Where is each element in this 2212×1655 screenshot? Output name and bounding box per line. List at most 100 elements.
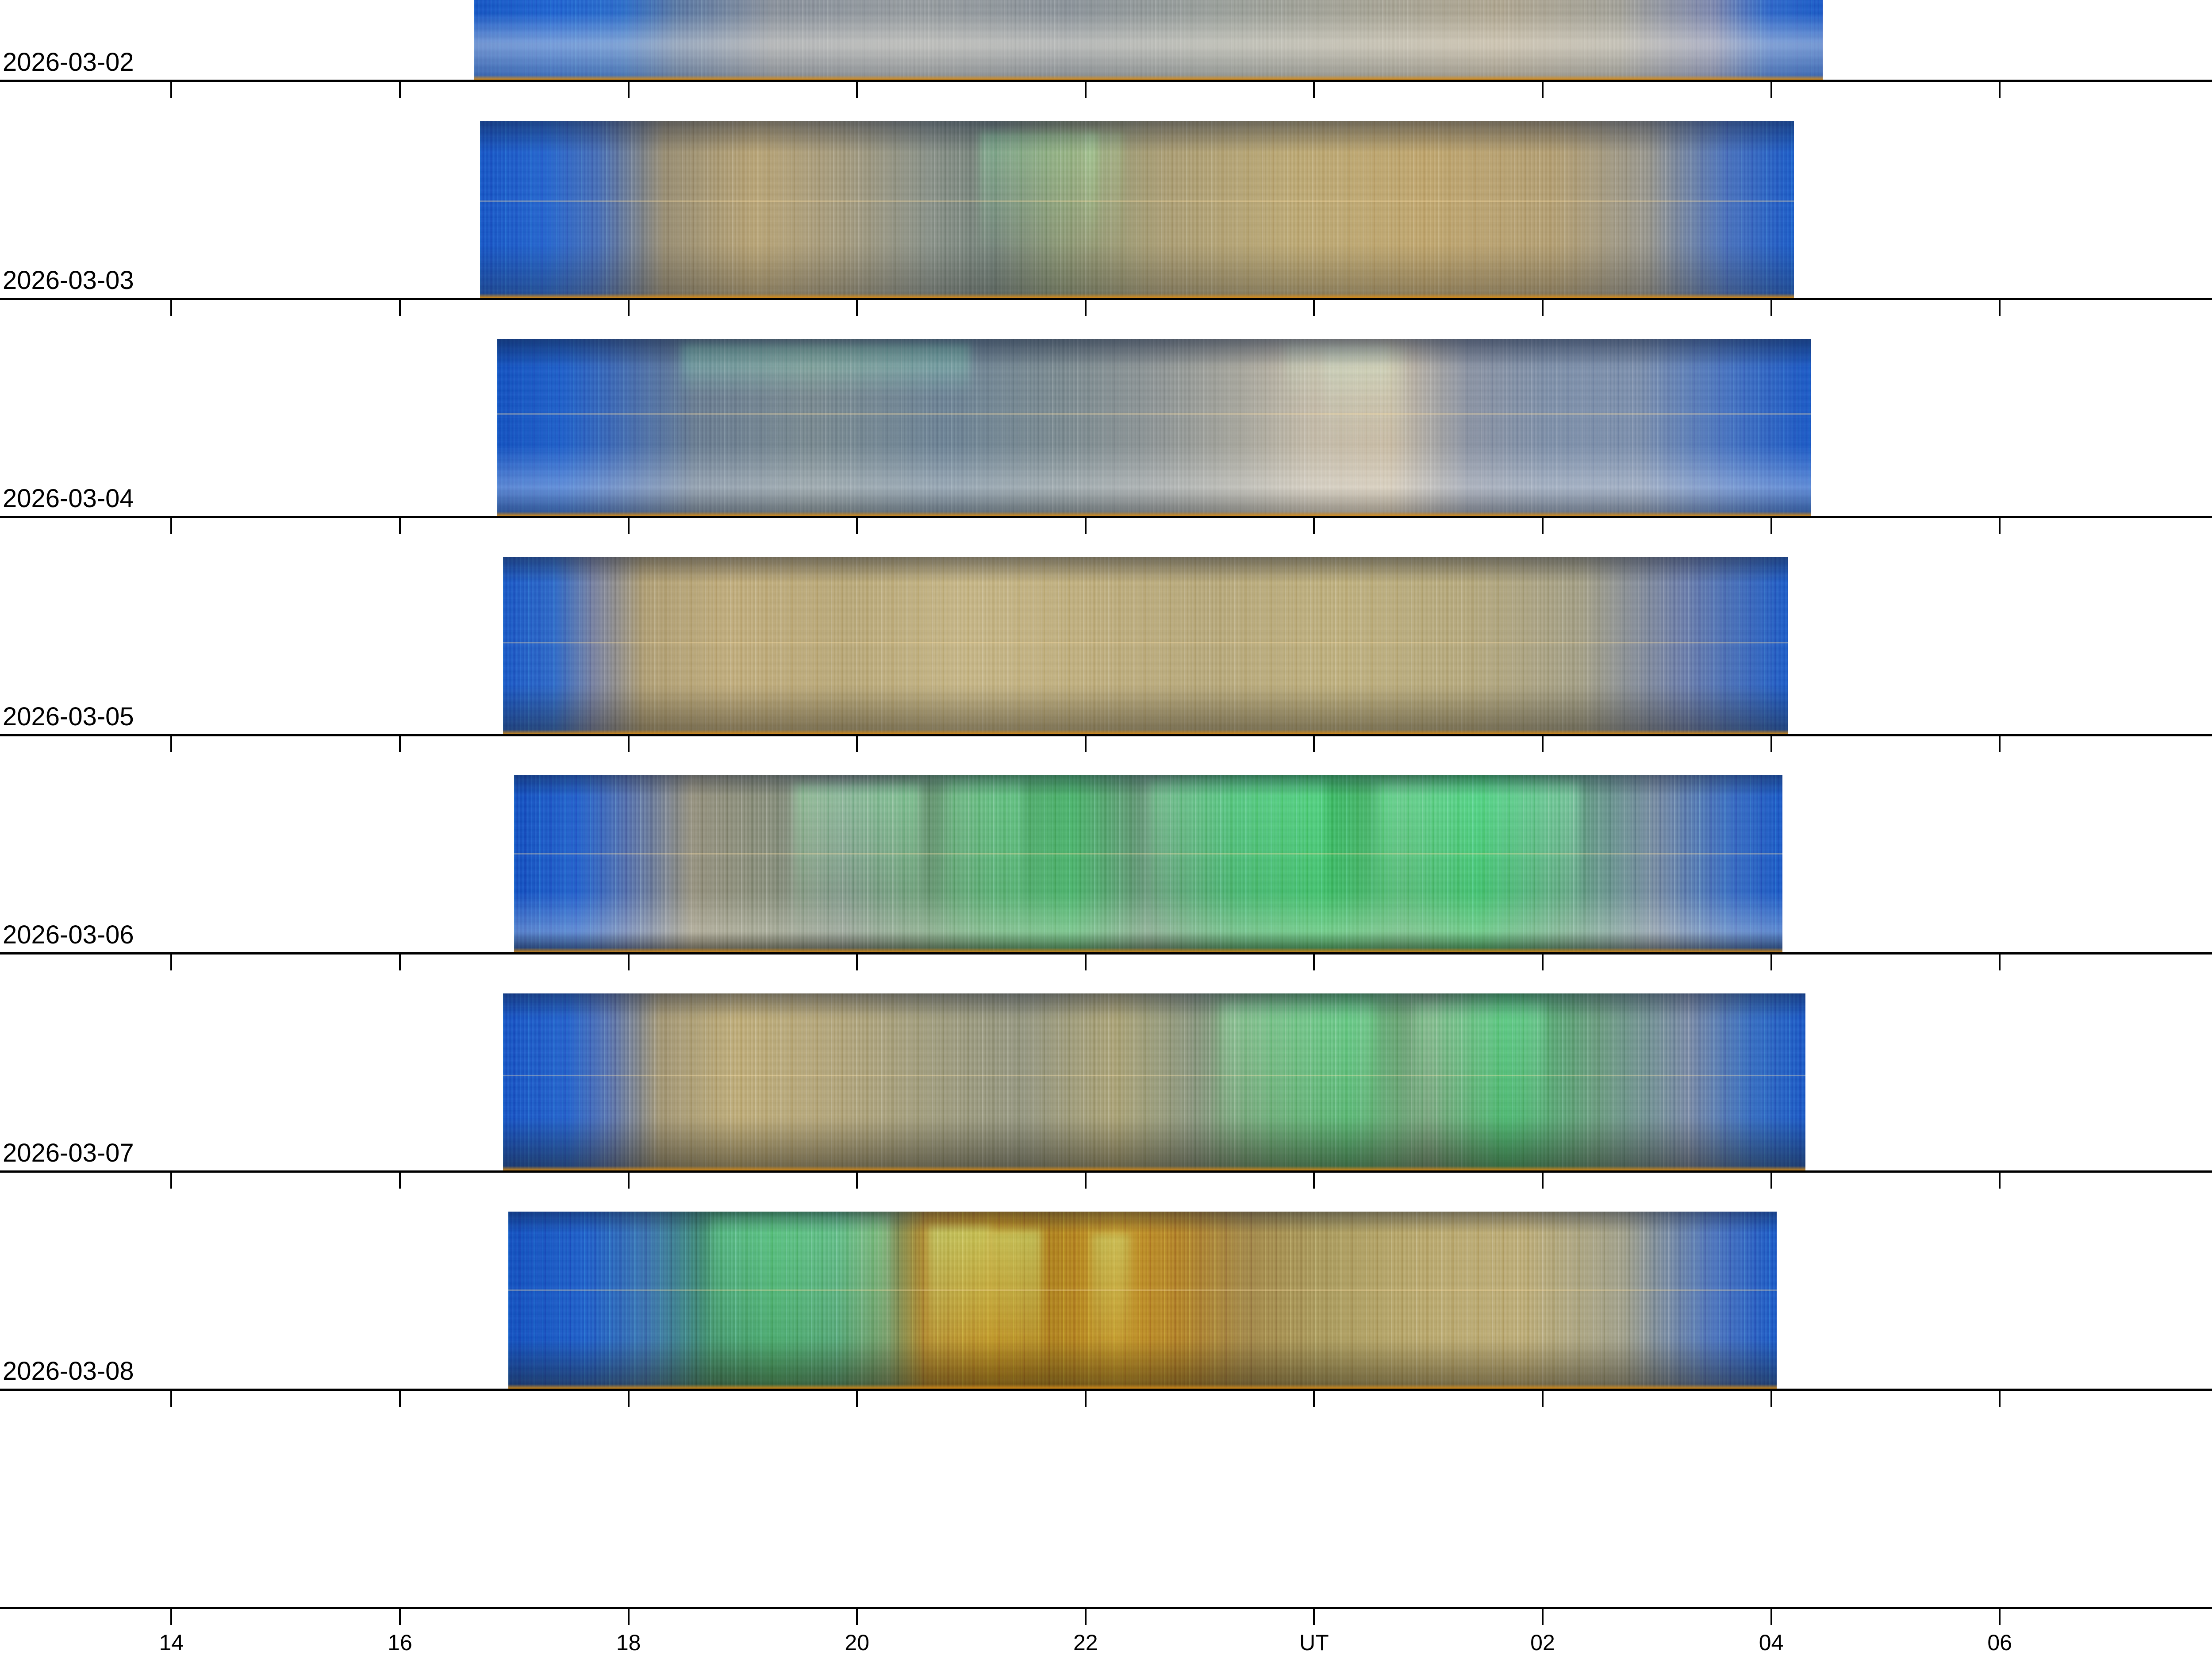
axis-tick [627, 82, 630, 98]
horizon-glow [480, 293, 1794, 298]
axis-tick [399, 1609, 401, 1625]
axis-tick [1541, 955, 1544, 970]
axis-tick [1084, 1173, 1087, 1189]
bottom-axis-line [0, 1607, 2212, 1609]
axis-tick [1770, 518, 1772, 534]
horizon-line [503, 642, 1789, 643]
axis-tick [1770, 82, 1772, 98]
axis-tick [1541, 82, 1544, 98]
keogram-strip [480, 121, 1794, 298]
axis-tick [1313, 1391, 1315, 1407]
axis-tick [399, 955, 401, 970]
aurora-band [927, 1226, 991, 1376]
horizon-line [508, 1289, 1777, 1291]
ray-texture-coarse [480, 121, 1794, 298]
axis-tick [856, 82, 858, 98]
axis-tick [627, 1173, 630, 1189]
horizon-glow [503, 1166, 1806, 1170]
axis-tick [170, 300, 173, 316]
axis-tick [1770, 1173, 1772, 1189]
axis-tick [170, 1609, 173, 1625]
axis-tick [627, 1391, 630, 1407]
axis-tick-label: 06 [1987, 1630, 2012, 1655]
axis-tick [1084, 82, 1087, 98]
axis-tick-label: 16 [388, 1630, 412, 1655]
row-date-left: 2026-03-04 [3, 484, 134, 513]
axis-tick [1313, 300, 1315, 316]
ray-texture [503, 557, 1789, 734]
axis-tick [627, 736, 630, 752]
axis-tick [399, 736, 401, 752]
axis-tick-label: 22 [1073, 1630, 1098, 1655]
axis-tick [399, 1391, 401, 1407]
aurora-band [711, 1215, 889, 1383]
axis-tick [399, 82, 401, 98]
row-date-left: 2026-03-08 [3, 1357, 134, 1386]
row-axis-line [0, 298, 2212, 300]
row-axis-line [0, 952, 2212, 955]
axis-tick [1999, 1391, 2001, 1407]
aurora-band [1092, 1233, 1130, 1366]
axis-tick [170, 736, 173, 752]
axis-tick [1313, 82, 1315, 98]
row-axis-line [0, 516, 2212, 518]
axis-tick-label: 02 [1530, 1630, 1555, 1655]
vertical-tint [503, 993, 1806, 1170]
axis-tick [1999, 300, 2001, 316]
axis-tick [1999, 1609, 2001, 1625]
axis-tick [856, 518, 858, 534]
aurora-patch [979, 131, 1098, 255]
axis-tick [1770, 955, 1772, 970]
keogram-strip [508, 1212, 1777, 1389]
axis-tick-label: 04 [1759, 1630, 1784, 1655]
axis-tick [399, 1173, 401, 1189]
ray-texture-coarse [503, 557, 1789, 734]
axis-tick [856, 736, 858, 752]
axis-tick [1541, 736, 1544, 752]
sensor-grain [503, 557, 1789, 734]
ray-texture [508, 1212, 1777, 1389]
vertical-tint [503, 557, 1789, 734]
axis-tick [1084, 518, 1087, 534]
axis-tick [170, 1173, 173, 1189]
axis-tick [1313, 736, 1315, 752]
horizon-glow [514, 948, 1783, 952]
axis-tick [1770, 1609, 1772, 1625]
axis-tick [856, 1391, 858, 1407]
keogram-strip [503, 557, 1789, 734]
vertical-tint [480, 121, 1794, 298]
axis-tick [1541, 1391, 1544, 1407]
horizon-glow [497, 512, 1811, 516]
axis-tick [856, 1173, 858, 1189]
axis-tick [627, 1609, 630, 1625]
axis-tick [1770, 300, 1772, 316]
axis-tick [1541, 1609, 1544, 1625]
axis-tick [170, 82, 173, 98]
horizon-line [480, 200, 1794, 202]
axis-tick [170, 955, 173, 970]
keogram-strip [503, 993, 1806, 1170]
axis-tick [856, 300, 858, 316]
axis-tick [1999, 82, 2001, 98]
aurora-band [990, 1229, 1041, 1371]
horizon-glow [508, 1384, 1777, 1389]
axis-tick [1084, 1391, 1087, 1407]
axis-tick-label: 20 [845, 1630, 870, 1655]
axis-tick [1541, 518, 1544, 534]
axis-tick [1770, 1391, 1772, 1407]
row-date-left: 2026-03-05 [3, 702, 134, 731]
axis-tick [1084, 1609, 1087, 1625]
vertical-tint [508, 1212, 1777, 1389]
axis-tick [627, 300, 630, 316]
horizon-glow [503, 730, 1789, 734]
keogram-strip [497, 339, 1811, 516]
axis-tick [856, 1609, 858, 1625]
axis-tick [1541, 1173, 1544, 1189]
row-date-left: 2026-03-06 [3, 920, 134, 949]
axis-tick [399, 518, 401, 534]
row-date-left: 2026-03-02 [3, 48, 134, 77]
horizon-glow [474, 75, 1823, 80]
aurora-patch [1084, 131, 1124, 255]
axis-tick [399, 300, 401, 316]
axis-tick-label: UT [1299, 1630, 1329, 1655]
